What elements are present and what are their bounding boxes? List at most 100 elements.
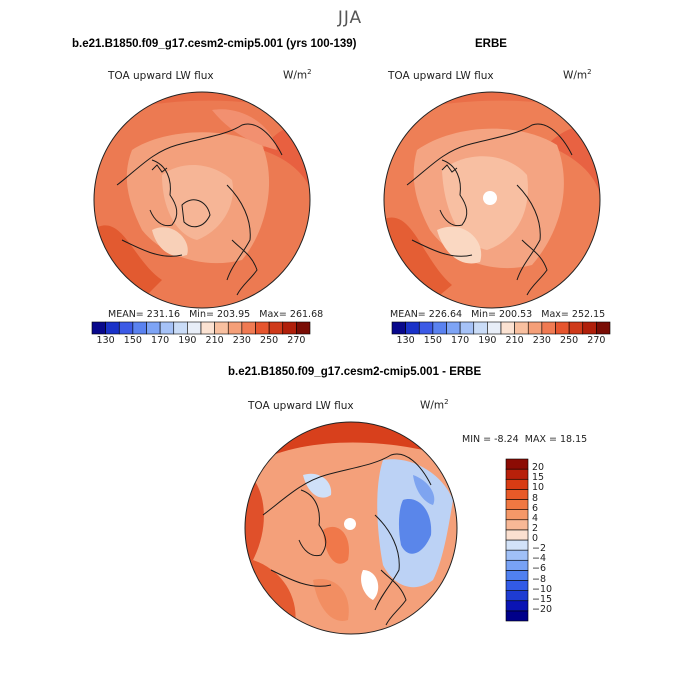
variable-label: TOA upward LW flux [388, 70, 494, 82]
colorbar-tick-label: −10 [532, 583, 553, 595]
polar-map-model [93, 91, 311, 309]
stats-line: MEAN= 226.64 Min= 200.53 Max= 252.15 [390, 309, 605, 320]
colorbar-swatch [227, 321, 243, 335]
variable-label: TOA upward LW flux [248, 400, 354, 412]
colorbar-swatch [459, 321, 475, 335]
min-label: MIN = [462, 434, 492, 445]
colorbar-tick-label: 130 [96, 335, 115, 346]
colorbar-tick-label: −4 [532, 553, 547, 565]
colorbar-swatch [241, 321, 256, 335]
variable-label: TOA upward LW flux [108, 70, 214, 82]
min-value: -8.24 [494, 434, 519, 445]
polar-map-obs [383, 91, 601, 309]
max-label: Max= [541, 309, 569, 320]
colorbar-tick-label: 0 [532, 533, 539, 544]
colorbar-swatch [505, 570, 529, 581]
colorbar-tick-label: 150 [423, 335, 442, 346]
colorbar-swatch [405, 321, 420, 335]
colorbar-tick-label: 2 [532, 522, 539, 534]
colorbar-swatch [505, 559, 529, 571]
units-label: W/m2 [420, 398, 449, 412]
min-label: Min= [471, 309, 496, 320]
colorbar-tick-label: 230 [232, 335, 251, 346]
colorbar-tick-label: 250 [260, 335, 279, 346]
colorbar-tick-labels: 20 15 10 8 6 4 2 0 −2 −4 −6 −8 −10 −15 −20 [532, 459, 572, 621]
colorbar-swatch [391, 321, 406, 335]
colorbar-obs [391, 321, 611, 335]
min-value: 200.53 [498, 309, 533, 320]
colorbar-swatch [500, 321, 515, 335]
colorbar-swatch [596, 321, 611, 335]
colorbar-swatch [505, 509, 529, 521]
colorbar-swatch [505, 539, 529, 551]
colorbar-swatch [505, 590, 529, 602]
max-label: Max= [259, 309, 287, 320]
colorbar-swatch [505, 580, 529, 591]
colorbar-swatch [146, 321, 161, 335]
colorbar-swatch [505, 478, 529, 490]
colorbar-swatch [505, 499, 529, 510]
colorbar-swatch [568, 321, 584, 335]
colorbar-swatch [582, 321, 597, 335]
units-label: W/m2 [563, 68, 592, 82]
colorbar-swatch [527, 321, 543, 335]
mean-value: 231.16 [146, 309, 181, 320]
colorbar-tick-label: 190 [178, 335, 197, 346]
colorbar-swatch [187, 321, 202, 335]
colorbar-swatch [296, 321, 311, 335]
colorbar-tick-label: −6 [532, 563, 547, 575]
colorbar-swatch [105, 321, 120, 335]
colorbar-tick-label: 20 [532, 462, 545, 474]
colorbar-swatch [505, 468, 529, 480]
colorbar-tick-label: 190 [478, 335, 497, 346]
panel-title-diff: b.e21.B1850.f09_g17.cesm2-cmip5.001 - ER… [228, 366, 482, 378]
colorbar-tick-label: 8 [532, 492, 539, 504]
stats-line: MEAN= 231.16 Min= 203.95 Max= 261.68 [108, 309, 323, 320]
colorbar-tick-label: −8 [532, 573, 547, 585]
colorbar-swatch [255, 321, 270, 335]
colorbar-swatch [473, 321, 488, 335]
units-label: W/m2 [283, 68, 312, 82]
mean-label: MEAN= [108, 309, 144, 320]
colorbar-tick-label: 210 [205, 335, 224, 346]
max-value: 261.68 [289, 309, 324, 320]
colorbar-swatch [505, 529, 529, 541]
colorbar-swatch [268, 321, 284, 335]
colorbar-tick-label: 230 [532, 335, 551, 346]
colorbar-swatch [282, 321, 297, 335]
colorbar-swatch [505, 489, 529, 500]
colorbar-tick-label: 10 [532, 482, 545, 494]
panel-title-model: b.e21.B1850.f09_g17.cesm2-cmip5.001 (yrs… [72, 38, 357, 50]
colorbar-tick-label: 250 [560, 335, 579, 346]
colorbar-swatch [432, 321, 447, 335]
colorbar-swatch [446, 321, 461, 335]
colorbar-swatch [505, 549, 529, 561]
colorbar-tick-labels: 130 150 170 190 210 230 250 270 [392, 335, 610, 349]
colorbar-swatch [505, 600, 529, 612]
colorbar-tick-label: 130 [396, 335, 415, 346]
colorbar-swatch [132, 321, 147, 335]
colorbar-swatch [555, 321, 570, 335]
colorbar-tick-label: 270 [287, 335, 306, 346]
polar-map-diff [244, 421, 458, 635]
colorbar-tick-label: −15 [532, 593, 553, 605]
colorbar-swatch [514, 321, 529, 335]
max-value: 18.15 [559, 434, 588, 445]
max-label: MAX = [524, 434, 557, 445]
mean-value: 226.64 [428, 309, 463, 320]
colorbar-swatch [418, 321, 434, 335]
colorbar-model [91, 321, 311, 335]
colorbar-swatch [505, 610, 529, 622]
colorbar-swatch [487, 321, 502, 335]
max-value: 252.15 [571, 309, 606, 320]
min-value: 203.95 [216, 309, 251, 320]
panel-title-obs: ERBE [475, 38, 507, 50]
diff-stats-line: MIN = -8.24 MAX = 18.15 [462, 434, 587, 445]
colorbar-tick-label: 15 [532, 472, 545, 484]
colorbar-swatch [91, 321, 106, 335]
colorbar-swatch [118, 321, 134, 335]
colorbar-tick-label: −20 [532, 603, 553, 615]
colorbar-tick-label: 4 [532, 512, 539, 524]
figure-suptitle: JJA [337, 8, 363, 28]
colorbar-swatch [159, 321, 175, 335]
